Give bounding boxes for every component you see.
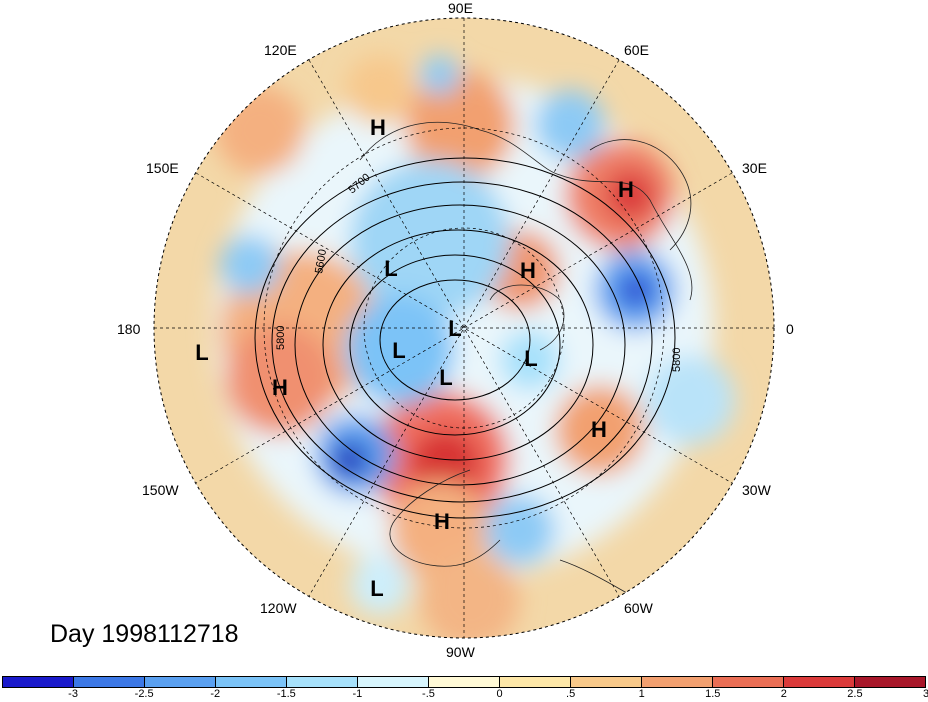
colorbar-cell bbox=[642, 677, 713, 687]
colorbar-cell bbox=[429, 677, 500, 687]
high-marker: H bbox=[520, 258, 536, 283]
colorbar-cell bbox=[713, 677, 784, 687]
colorbar-tick-label: -.5 bbox=[422, 688, 435, 700]
colorbar-cell bbox=[287, 677, 358, 687]
colorbar-tick-label: 2.5 bbox=[847, 688, 863, 700]
anomaly-field bbox=[154, 18, 774, 638]
contour-label: 5800 bbox=[671, 348, 683, 372]
longitude-label-180: 180 bbox=[117, 321, 141, 337]
colorbar-cell bbox=[216, 677, 287, 687]
longitude-label-0: 0 bbox=[786, 321, 794, 337]
map-boundary bbox=[153, 17, 775, 639]
low-marker: L bbox=[524, 346, 537, 371]
graticule bbox=[154, 18, 774, 638]
longitude-label-150e: 150E bbox=[146, 160, 179, 176]
colorbar bbox=[2, 676, 926, 688]
longitude-label-60w: 60W bbox=[624, 600, 653, 616]
height-contours bbox=[254, 157, 676, 519]
high-marker: H bbox=[272, 375, 288, 400]
colorbar-tick-label: -1 bbox=[352, 688, 363, 700]
high-marker: H bbox=[434, 509, 450, 534]
longitude-label-150w: 150W bbox=[142, 482, 179, 498]
colorbar-tick-label: 1.5 bbox=[705, 688, 721, 700]
contour-label: 5800 bbox=[275, 326, 287, 350]
colorbar-cell bbox=[500, 677, 571, 687]
longitude-label-30e: 30E bbox=[742, 160, 767, 176]
pressure-center-markers: H H H L H L L L L L H H H L bbox=[195, 115, 634, 601]
low-marker: L bbox=[195, 340, 208, 365]
longitude-label-90e: 90E bbox=[448, 0, 473, 16]
colorbar-cell bbox=[855, 677, 925, 687]
high-marker: H bbox=[591, 417, 607, 442]
low-marker: L bbox=[392, 338, 405, 363]
low-marker: L bbox=[448, 316, 461, 341]
colorbar-tick-label: 1 bbox=[638, 688, 645, 700]
colorbar-tick-label: -1.5 bbox=[276, 688, 296, 700]
colorbar-tick-label: -2 bbox=[210, 688, 221, 700]
colorbar-cell bbox=[74, 677, 145, 687]
longitude-label-30w: 30W bbox=[742, 482, 771, 498]
longitude-label-60e: 60E bbox=[624, 42, 649, 58]
colorbar-tick-label: -2.5 bbox=[134, 688, 154, 700]
colorbar-cell bbox=[3, 677, 74, 687]
low-marker: L bbox=[439, 365, 452, 390]
colorbar-tick-label: 0 bbox=[496, 688, 503, 700]
date-label: Day 1998112718 bbox=[50, 620, 239, 648]
colorbar-cell bbox=[571, 677, 642, 687]
contour-label: 5600 bbox=[313, 248, 329, 274]
colorbar-tick-label: 3 bbox=[922, 688, 928, 700]
low-marker: L bbox=[384, 256, 397, 281]
longitude-label-120e: 120E bbox=[264, 42, 297, 58]
longitude-label-120w: 120W bbox=[260, 600, 297, 616]
colorbar-cell bbox=[784, 677, 855, 687]
colorbar-tick-label: -3 bbox=[68, 688, 78, 700]
colorbar-cell bbox=[358, 677, 429, 687]
high-marker: H bbox=[618, 177, 634, 202]
high-marker: H bbox=[370, 115, 386, 140]
colorbar-tick-label: 2 bbox=[780, 688, 787, 700]
colorbar-tick-label: .5 bbox=[566, 688, 576, 700]
colorbar-cell bbox=[145, 677, 216, 687]
longitude-label-90w: 90W bbox=[446, 644, 475, 660]
low-marker: L bbox=[370, 576, 383, 601]
